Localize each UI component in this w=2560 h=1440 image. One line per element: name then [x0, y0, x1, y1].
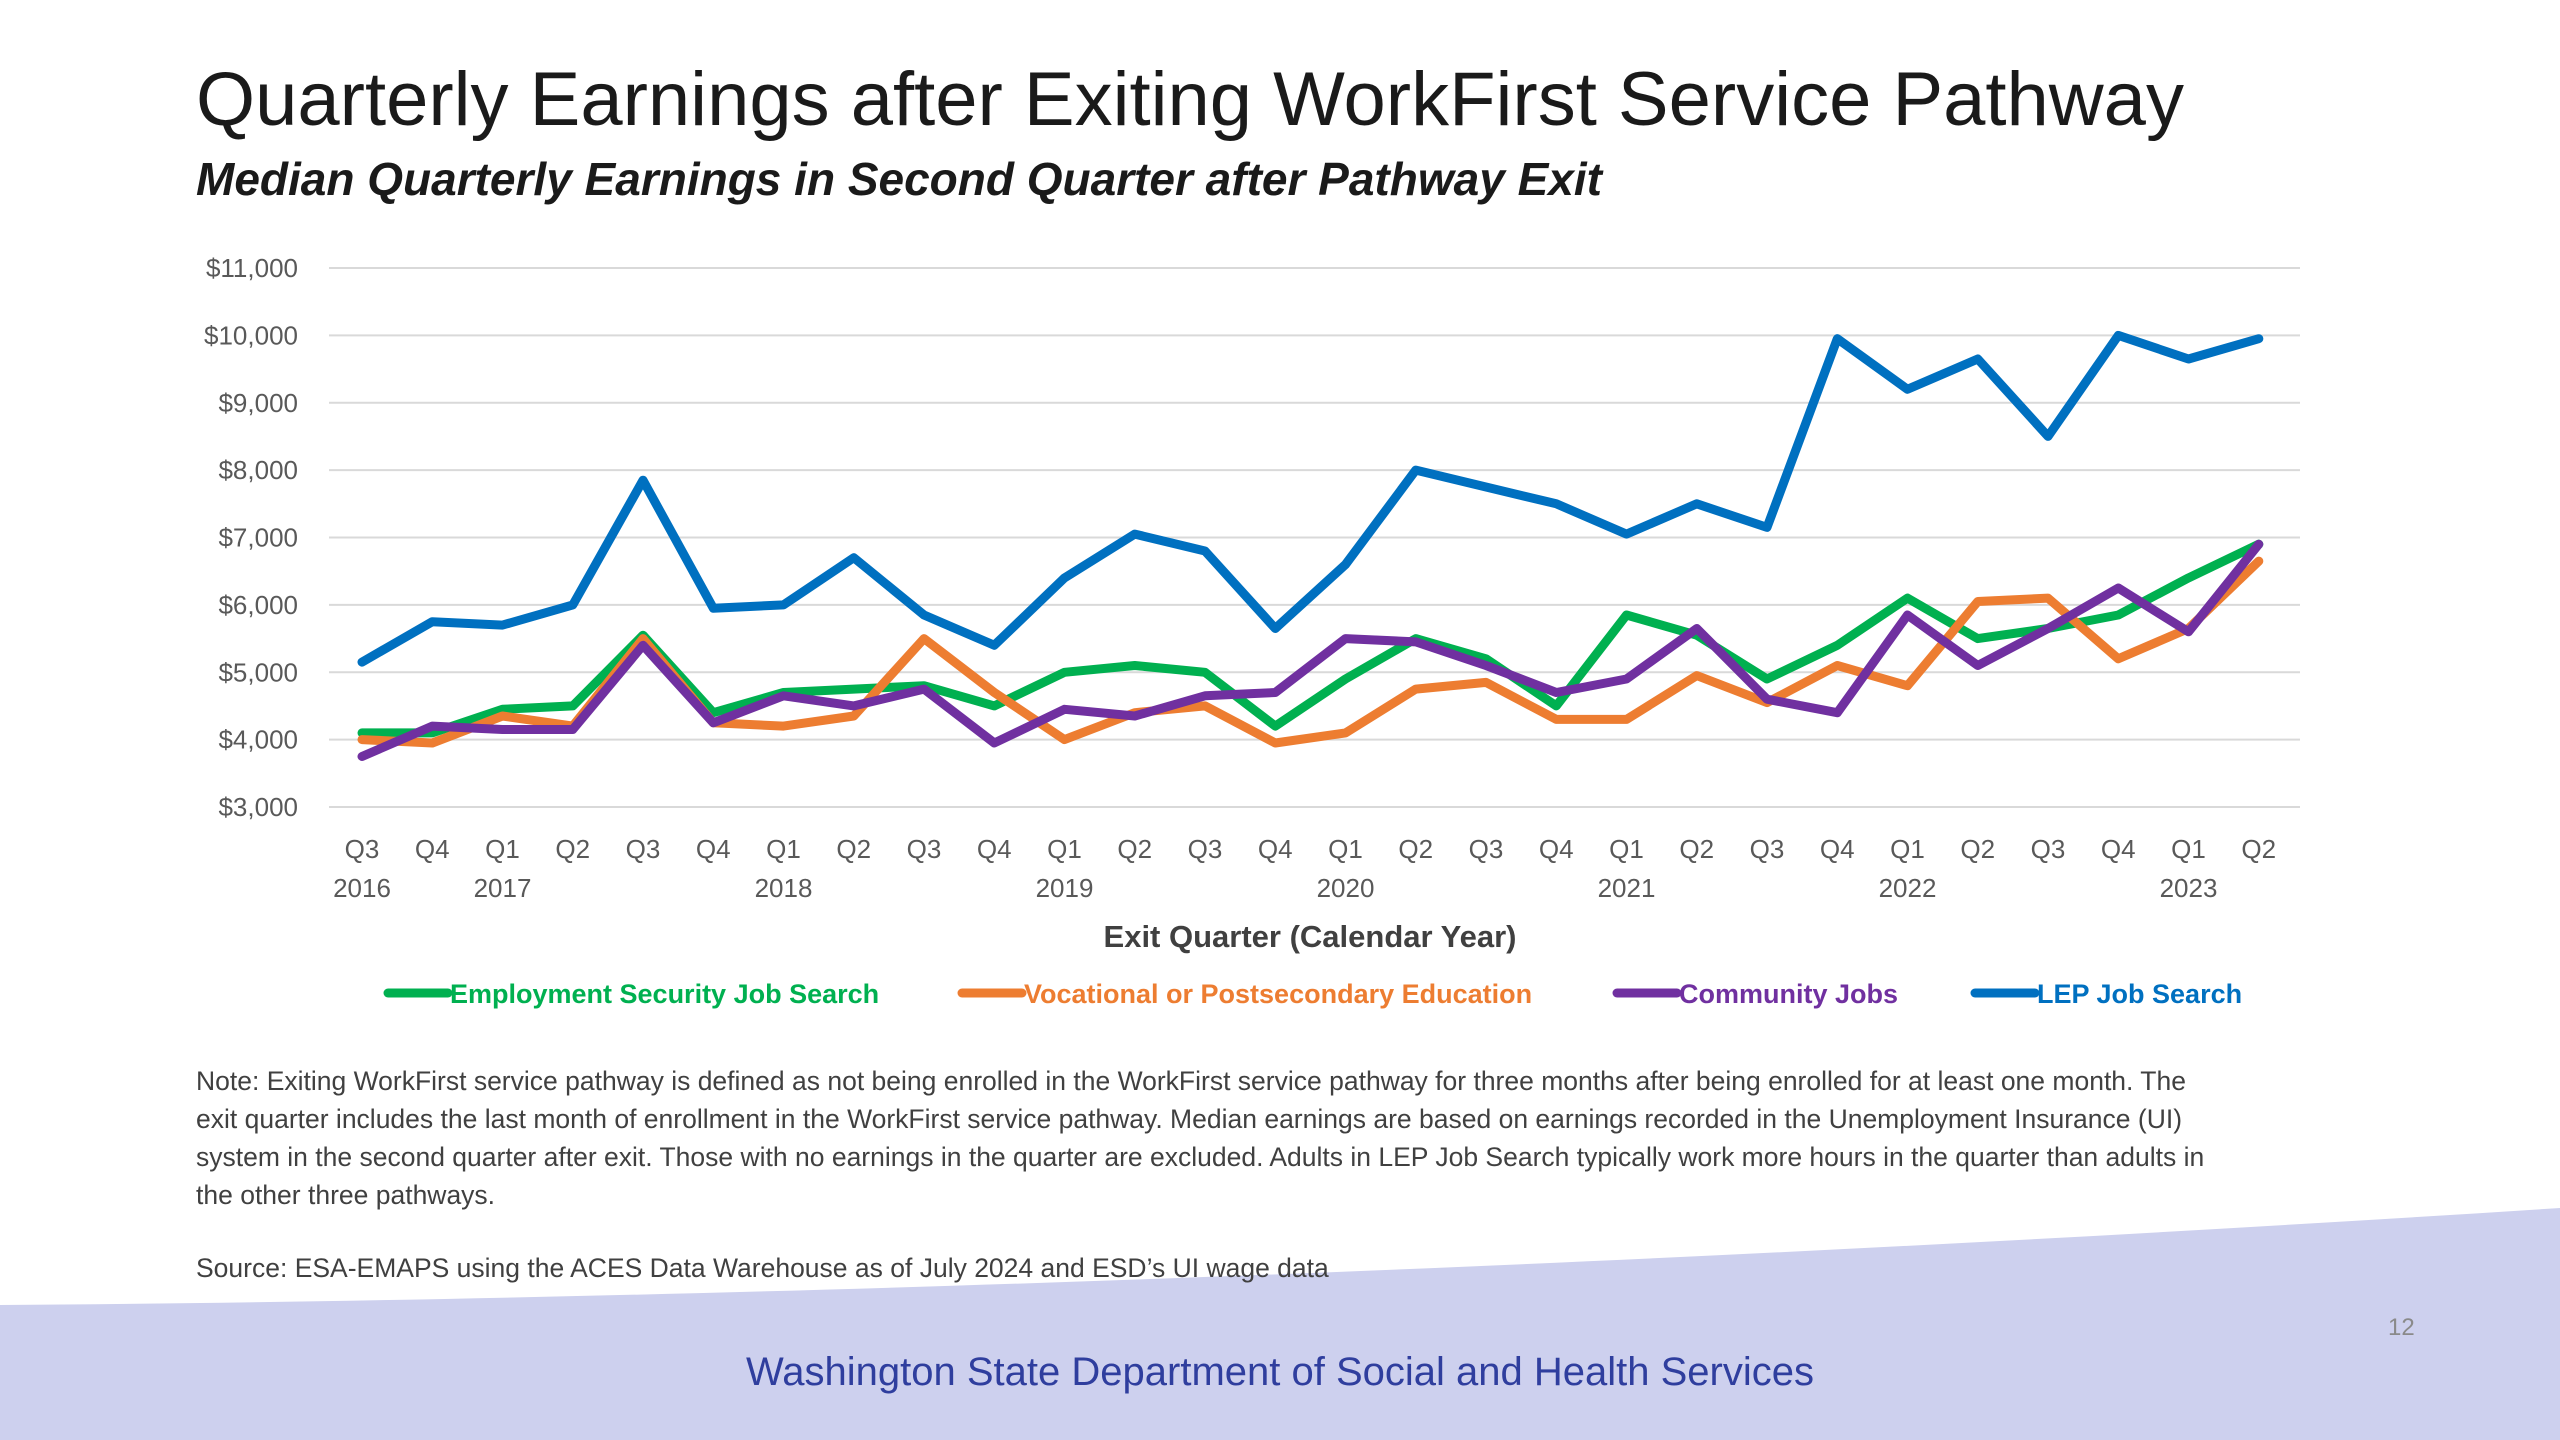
- legend-item: Vocational or Postsecondary Education: [957, 979, 1532, 1009]
- page-number: 12: [2388, 1314, 2415, 1341]
- x-tick-label: Q4: [696, 834, 731, 864]
- y-tick-label: $7,000: [218, 523, 298, 553]
- y-axis-ticks: $3,000 $4,000 $5,000 $6,000 $7,000 $8,000 $9,0…: [204, 253, 298, 822]
- x-year-label: 2020: [1317, 873, 1375, 903]
- y-tick-label: $11,000: [206, 253, 298, 283]
- x-tick-label: Q2: [1679, 834, 1714, 864]
- gridlines: [329, 267, 2300, 808]
- x-tick-label: Q2: [555, 834, 590, 864]
- x-tick-label: Q1: [1328, 834, 1363, 864]
- x-tick-label: Q2: [1960, 834, 1995, 864]
- legend-label: Vocational or Postsecondary Education: [1024, 979, 1532, 1009]
- y-tick-label: $8,000: [218, 455, 298, 485]
- x-tick-label: Q2: [1117, 834, 1152, 864]
- x-tick-label: Q4: [977, 834, 1012, 864]
- series-lines: [357, 330, 2264, 761]
- x-tick-label: Q3: [1750, 834, 1785, 864]
- x-tick-label: Q2: [836, 834, 871, 864]
- x-tick-label: Q1: [1047, 834, 1082, 864]
- y-tick-label: $4,000: [218, 725, 298, 755]
- footer-wave: [0, 1208, 2560, 1440]
- x-tick-label: Q1: [485, 834, 520, 864]
- x-tick-label: Q1: [2171, 834, 2206, 864]
- x-tick-label: Q3: [2031, 834, 2066, 864]
- x-year-label: 2019: [1036, 873, 1094, 903]
- x-axis-label: Exit Quarter (Calendar Year): [1104, 919, 1517, 954]
- x-year-label: 2023: [2160, 873, 2218, 903]
- y-tick-label: $6,000: [218, 590, 298, 620]
- x-tick-label: Q4: [1258, 834, 1293, 864]
- x-tick-label: Q4: [415, 834, 450, 864]
- x-year-label: 2018: [755, 873, 813, 903]
- x-year-label: 2016: [333, 873, 391, 903]
- x-tick-label: Q1: [766, 834, 801, 864]
- earnings-line-chart: $3,000 $4,000 $5,000 $6,000 $7,000 $8,000 $9,0…: [204, 253, 2300, 1009]
- x-tick-label: Q2: [1398, 834, 1433, 864]
- legend-label: Employment Security Job Search: [450, 979, 879, 1009]
- x-year-label: 2022: [1879, 873, 1937, 903]
- legend-item: Community Jobs: [1612, 979, 1898, 1009]
- footer-band: [0, 1208, 2560, 1440]
- source-note: Source: ESA-EMAPS using the ACES Data Wa…: [196, 1253, 1329, 1283]
- footnote: Note: Exiting WorkFirst service pathway …: [196, 1066, 2205, 1210]
- x-axis-ticks: Q3 Q4 Q1 Q2 Q3 Q4 Q1 Q2 Q3 Q4 Q1 Q2 Q3 Q4 Q1 Q2 Q3 Q4 Q1 Q2…: [333, 834, 2276, 903]
- page-subtitle: Median Quarterly Earnings in Second Quar…: [196, 153, 1602, 205]
- x-tick-label: Q1: [1890, 834, 1925, 864]
- x-tick-label: Q3: [626, 834, 661, 864]
- legend-item: LEP Job Search: [1970, 979, 2242, 1009]
- x-tick-label: Q3: [1469, 834, 1504, 864]
- series-line: [357, 330, 2264, 667]
- y-tick-label: $10,000: [204, 320, 298, 350]
- x-tick-label: Q4: [2101, 834, 2136, 864]
- y-tick-label: $3,000: [218, 792, 298, 822]
- x-tick-label: Q4: [1539, 834, 1574, 864]
- x-tick-label: Q3: [907, 834, 942, 864]
- series-line: [357, 539, 2264, 761]
- legend-label: LEP Job Search: [2037, 979, 2242, 1009]
- footer-organization: Washington State Department of Social an…: [746, 1350, 1814, 1394]
- legend: Employment Security Job Search Vocational…: [383, 979, 2242, 1009]
- x-tick-label: Q4: [1820, 834, 1855, 864]
- x-tick-label: Q3: [1188, 834, 1223, 864]
- legend-label: Community Jobs: [1679, 979, 1898, 1009]
- x-tick-label: Q1: [1609, 834, 1644, 864]
- legend-item: Employment Security Job Search: [383, 979, 879, 1009]
- x-tick-label: Q3: [345, 834, 380, 864]
- x-year-label: 2017: [474, 873, 532, 903]
- page-title: Quarterly Earnings after Exiting WorkFir…: [196, 57, 2184, 142]
- x-year-label: 2021: [1598, 873, 1656, 903]
- x-tick-label: Q2: [2241, 834, 2276, 864]
- y-tick-label: $5,000: [218, 657, 298, 687]
- y-tick-label: $9,000: [218, 388, 298, 418]
